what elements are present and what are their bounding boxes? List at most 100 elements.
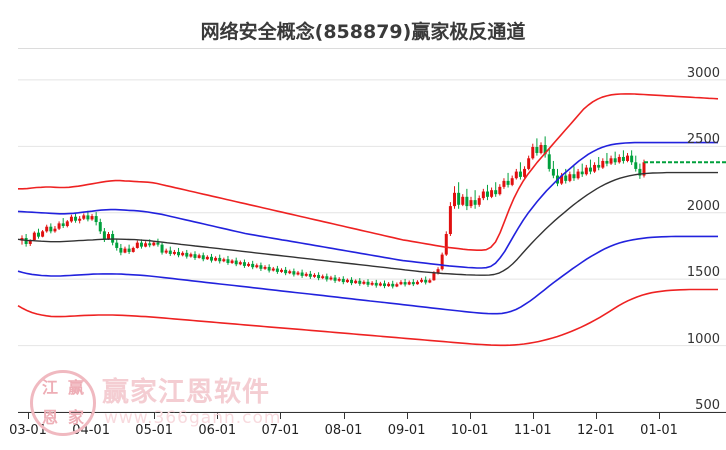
x-axis-tick: [91, 413, 93, 419]
candle-body: [78, 218, 82, 221]
page-title: 网络安全概念(858879)赢家极反通道: [200, 21, 526, 43]
candle-body: [638, 168, 642, 176]
candle-body: [177, 251, 181, 256]
candle-body: [226, 259, 230, 263]
candle-body: [247, 263, 251, 266]
candle-body: [242, 262, 246, 266]
candle-body: [601, 160, 605, 168]
candle-body: [345, 279, 349, 283]
x-axis-label: 11-01: [513, 423, 552, 438]
candle-body: [111, 234, 115, 243]
candle-body: [428, 280, 432, 283]
candle-body: [514, 171, 518, 179]
candle-body: [251, 263, 255, 268]
candle-body: [605, 160, 609, 164]
candle-body: [209, 256, 213, 261]
band-line-lower_inner: [17, 235, 718, 315]
candle-body: [576, 171, 580, 179]
candle-body: [292, 271, 296, 275]
candle-body: [107, 234, 111, 240]
channel-band-series: [17, 93, 719, 347]
candle-body: [477, 198, 481, 205]
candle-body: [148, 243, 152, 246]
candle-body: [453, 192, 457, 207]
candle-body: [160, 244, 164, 253]
candle-body: [263, 266, 267, 269]
x-axis-label: 05-01: [135, 423, 174, 438]
candle-body: [57, 223, 61, 229]
candle-body: [135, 242, 139, 248]
candle-body: [325, 276, 329, 280]
x-axis-label: 04-01: [72, 423, 110, 438]
x-axis-label: 06-01: [198, 423, 237, 438]
candle-body: [395, 284, 399, 287]
band-line-upper_inner: [17, 141, 718, 269]
candle-body: [494, 190, 498, 195]
x-axis-tick: [406, 413, 408, 419]
candle-body: [366, 281, 370, 285]
candle-body: [370, 282, 374, 285]
candle-body: [502, 180, 506, 187]
candle-body: [267, 266, 271, 271]
candle-body: [597, 164, 601, 168]
candle-body: [28, 239, 32, 244]
candle-body: [24, 237, 28, 244]
candle-body: [181, 252, 185, 256]
x-axis-tick: [154, 413, 156, 419]
candle-body: [321, 276, 325, 279]
chart-plot-area: [0, 55, 726, 415]
x-axis-label: 07-01: [261, 423, 300, 438]
candle-body: [218, 257, 222, 262]
candle-body: [539, 145, 543, 153]
x-axis-tick: [595, 413, 597, 419]
candle-body: [457, 192, 461, 205]
candle-body: [424, 279, 428, 283]
candle-body: [531, 147, 535, 159]
candle-body: [259, 265, 263, 269]
candle-body: [189, 254, 193, 257]
candle-body: [440, 254, 444, 270]
y-axis-label: 3000: [686, 65, 720, 81]
candle-body: [284, 269, 288, 274]
y-axis-label: 1500: [686, 265, 720, 281]
candle-body: [82, 215, 86, 219]
x-axis-tick: [217, 413, 219, 419]
candle-body: [634, 162, 638, 169]
candle-body: [621, 156, 625, 161]
band-line-upper_outer: [18, 93, 719, 251]
candle-body: [411, 282, 415, 285]
x-axis-label: 08-01: [324, 423, 363, 438]
candle-body: [185, 252, 189, 257]
candle-body: [485, 191, 489, 197]
candle-body: [144, 243, 148, 247]
candle-body: [74, 216, 78, 221]
candle-body: [317, 274, 321, 279]
band-line-mid: [17, 171, 718, 276]
candle-body: [123, 248, 127, 253]
x-axis-tick: [280, 413, 282, 419]
y-axis-label: 2000: [686, 198, 720, 214]
candle-body: [436, 269, 440, 274]
candle-body: [98, 222, 102, 232]
candle-body: [432, 273, 436, 281]
candle-body: [32, 232, 36, 240]
x-axis-label: 10-01: [450, 423, 489, 438]
chart-canvas: [17, 79, 726, 413]
candle-body: [94, 216, 98, 223]
candle-body: [560, 175, 564, 184]
candle-body: [230, 260, 234, 263]
candle-body: [65, 221, 69, 227]
candle-body: [420, 279, 424, 282]
candle-body: [350, 279, 354, 284]
candle-body: [543, 145, 547, 155]
candle-body: [300, 272, 304, 276]
x-axis-tick: [28, 413, 29, 419]
candle-body: [527, 158, 531, 169]
candle-body: [90, 216, 94, 220]
x-axis-label: 03-01: [9, 423, 47, 438]
candle-body: [444, 234, 448, 255]
candle-body: [630, 155, 634, 163]
candle-body: [354, 280, 358, 284]
x-axis-tick: [343, 413, 345, 419]
